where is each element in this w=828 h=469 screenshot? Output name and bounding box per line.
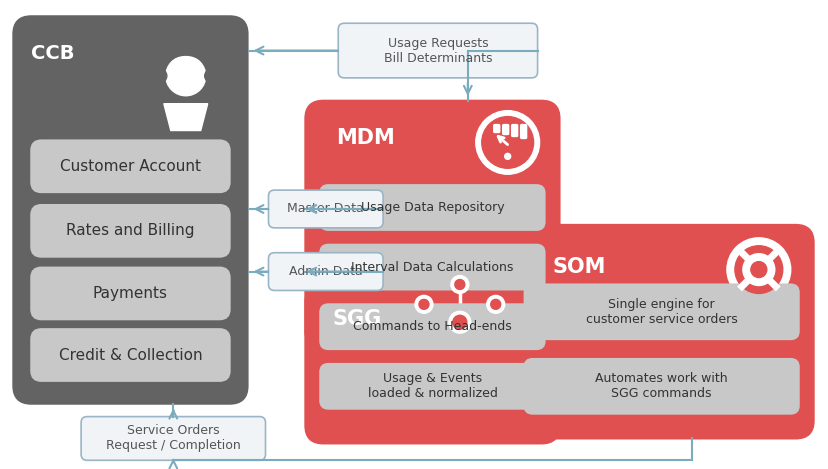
- Polygon shape: [164, 104, 208, 130]
- FancyBboxPatch shape: [338, 23, 537, 78]
- Circle shape: [152, 69, 166, 83]
- Text: Rates and Billing: Rates and Billing: [66, 223, 195, 238]
- Text: Master Data: Master Data: [287, 203, 363, 215]
- FancyBboxPatch shape: [320, 245, 544, 289]
- Text: Customer Account: Customer Account: [60, 159, 200, 174]
- FancyBboxPatch shape: [502, 125, 508, 135]
- FancyBboxPatch shape: [31, 140, 229, 192]
- FancyBboxPatch shape: [268, 190, 383, 228]
- Circle shape: [504, 153, 510, 159]
- Circle shape: [750, 262, 766, 278]
- Circle shape: [448, 311, 470, 333]
- Text: Admin Data: Admin Data: [289, 265, 362, 278]
- FancyBboxPatch shape: [31, 268, 229, 319]
- Text: SGG: SGG: [332, 309, 382, 329]
- Circle shape: [742, 254, 774, 286]
- Circle shape: [486, 295, 504, 313]
- Text: Service Orders
Request / Completion: Service Orders Request / Completion: [106, 424, 240, 453]
- FancyBboxPatch shape: [509, 225, 812, 439]
- FancyBboxPatch shape: [13, 16, 248, 404]
- FancyBboxPatch shape: [305, 285, 559, 443]
- Circle shape: [450, 276, 469, 294]
- FancyBboxPatch shape: [520, 125, 526, 138]
- Text: Usage Data Repository: Usage Data Repository: [360, 201, 503, 214]
- Circle shape: [726, 238, 790, 302]
- Text: CCB: CCB: [31, 44, 75, 63]
- FancyBboxPatch shape: [320, 304, 544, 349]
- FancyBboxPatch shape: [31, 329, 229, 381]
- Text: SOM: SOM: [552, 257, 605, 277]
- Circle shape: [475, 111, 539, 174]
- Circle shape: [415, 295, 432, 313]
- FancyBboxPatch shape: [320, 185, 544, 230]
- FancyBboxPatch shape: [211, 90, 224, 98]
- FancyBboxPatch shape: [493, 125, 499, 133]
- Text: Single engine for
customer service orders: Single engine for customer service order…: [585, 298, 737, 326]
- Circle shape: [205, 69, 219, 83]
- Text: Automates work with
SGG commands: Automates work with SGG commands: [595, 372, 727, 401]
- Text: MDM: MDM: [335, 129, 394, 149]
- FancyBboxPatch shape: [320, 364, 544, 408]
- FancyBboxPatch shape: [524, 285, 797, 339]
- FancyBboxPatch shape: [31, 205, 229, 257]
- Text: Commands to Head-ends: Commands to Head-ends: [353, 320, 511, 333]
- Circle shape: [490, 299, 500, 310]
- Text: Credit & Collection: Credit & Collection: [59, 348, 202, 363]
- FancyBboxPatch shape: [81, 416, 265, 460]
- FancyBboxPatch shape: [524, 359, 797, 414]
- Text: Usage Requests
Bill Determinants: Usage Requests Bill Determinants: [383, 37, 492, 65]
- FancyBboxPatch shape: [305, 101, 559, 349]
- Text: Payments: Payments: [93, 286, 168, 301]
- FancyBboxPatch shape: [511, 125, 517, 136]
- Circle shape: [481, 117, 533, 168]
- Text: Interval Data Calculations: Interval Data Calculations: [351, 261, 513, 273]
- FancyBboxPatch shape: [268, 253, 383, 290]
- Circle shape: [418, 299, 428, 310]
- Circle shape: [455, 280, 465, 289]
- Text: Usage & Events
loaded & normalized: Usage & Events loaded & normalized: [367, 372, 497, 401]
- Circle shape: [734, 246, 782, 294]
- Circle shape: [166, 56, 205, 96]
- Circle shape: [452, 315, 466, 329]
